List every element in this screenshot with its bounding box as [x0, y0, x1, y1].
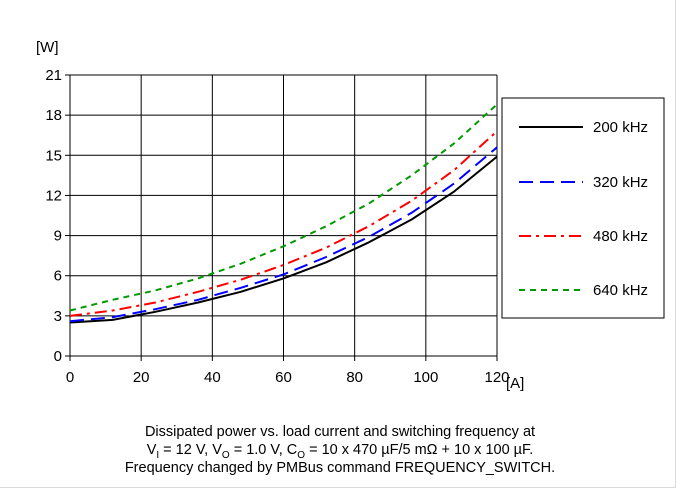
- x-tick-label: 100: [413, 369, 438, 386]
- legend-label: 320 kHz: [593, 174, 648, 191]
- x-axis-label: [A]: [506, 375, 524, 392]
- series-line-480-khz: [69, 130, 498, 317]
- caption-line-2: VI = 12 V, VO = 1.0 V, CO = 10 x 470 µF/…: [146, 442, 534, 461]
- legend-label: 200 kHz: [593, 119, 648, 136]
- tick-labels: 0 3 6 9 12 15 18 21 0 20 40 60 80 100 120: [45, 67, 509, 386]
- figure-caption: Dissipated power vs. load current and sw…: [40, 423, 640, 477]
- x-tick-label: 20: [133, 369, 150, 386]
- caption-line-3: Frequency changed by PMBus command FREQU…: [124, 460, 556, 476]
- y-tick-label: 3: [54, 308, 62, 325]
- y-axis-label: [W]: [36, 39, 59, 56]
- caption-line-1: Dissipated power vs. load current and sw…: [144, 424, 536, 440]
- legend: 200 kHz 320 kHz 480 kHz 640 kHz: [501, 97, 665, 319]
- y-tick-label: 6: [54, 268, 62, 285]
- series-line-320-khz: [69, 146, 498, 323]
- x-tick-label: 40: [204, 369, 221, 386]
- legend-box: [501, 97, 665, 319]
- legend-label: 640 kHz: [593, 282, 648, 299]
- series-line-200-khz: [69, 155, 498, 324]
- power-dissipation-chart: [W] [A] 0 3 6 9 12 15 18 21 0 20 40 60 80 100 120 200 …: [36, 39, 665, 392]
- y-tick-label: 12: [45, 187, 62, 204]
- y-tick-label: 21: [45, 67, 62, 84]
- x-tick-label: 120: [484, 369, 509, 386]
- x-tick-label: 60: [275, 369, 292, 386]
- legend-label: 480 kHz: [593, 228, 648, 245]
- y-tick-label: 9: [54, 228, 62, 245]
- grid-lines: [65, 74, 498, 361]
- y-tick-label: 15: [45, 147, 62, 164]
- y-tick-label: 0: [54, 348, 62, 365]
- series-line-640-khz: [69, 103, 498, 312]
- series-lines: [69, 103, 498, 324]
- x-tick-label: 80: [346, 369, 363, 386]
- y-tick-label: 18: [45, 107, 62, 124]
- x-tick-label: 0: [66, 369, 74, 386]
